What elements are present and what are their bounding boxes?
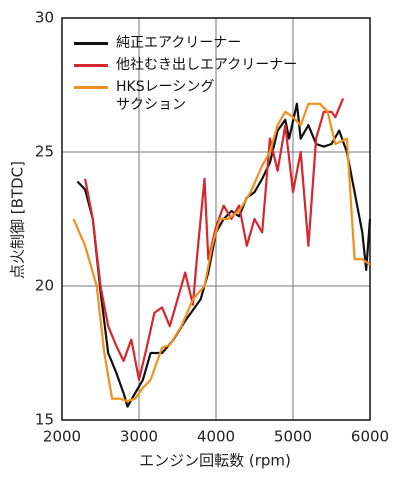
x-tick-label: 5000 xyxy=(274,428,312,446)
x-tick-label: 3000 xyxy=(120,428,158,446)
legend-label: HKSレーシング サクション xyxy=(116,79,215,113)
y-tick-label: 30 xyxy=(35,9,54,27)
legend-item: 純正エアクリーナー xyxy=(74,34,297,52)
legend-swatch xyxy=(74,42,108,45)
legend-label: 他社むき出しエアクリーナー xyxy=(116,57,298,73)
legend-item: HKSレーシング サクション xyxy=(74,78,297,114)
legend-item: 他社むき出しエアクリーナー xyxy=(74,56,297,74)
grid xyxy=(62,18,370,420)
series-line xyxy=(76,102,372,408)
legend-swatch xyxy=(74,86,108,89)
y-axis-title: 点火制御 [BTDC] xyxy=(9,161,27,279)
legend-label: 純正エアクリーナー xyxy=(116,35,242,51)
y-tick-label: 20 xyxy=(35,277,54,295)
legend-swatch xyxy=(74,64,108,67)
y-tick-label: 25 xyxy=(35,143,54,161)
x-tick-label: 2000 xyxy=(43,428,81,446)
series-line xyxy=(72,102,371,403)
x-tick-label: 6000 xyxy=(351,428,389,446)
x-tick-label: 4000 xyxy=(197,428,235,446)
legend: 純正エアクリーナー他社むき出しエアクリーナー HKSレーシング サクション xyxy=(74,34,297,118)
y-tick-label: 15 xyxy=(35,411,54,429)
x-axis-title: エンジン回転数 (rpm) xyxy=(139,452,291,470)
